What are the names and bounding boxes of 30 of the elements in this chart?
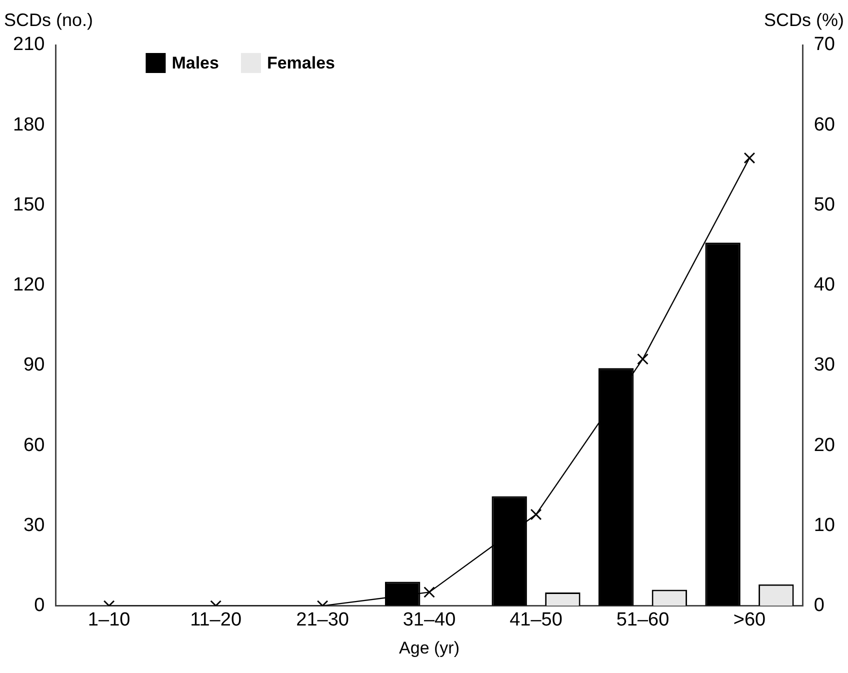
x-tick-label: 51–60 (616, 609, 670, 630)
y-tick-label: 60 (24, 434, 45, 456)
y2-tick-label: 10 (814, 514, 836, 536)
y-tick-label: 210 (13, 34, 45, 56)
x-tick-label: 41–50 (510, 609, 562, 630)
y-tick-label: 30 (24, 514, 45, 536)
x-tick-label: 21–30 (296, 609, 349, 630)
y2-tick-label: 40 (814, 274, 836, 296)
y2-tick-label: 50 (814, 194, 836, 216)
y-axis-title: SCDs (no.) (4, 10, 94, 30)
y2-tick-label: 30 (814, 354, 836, 376)
y-tick-label: 180 (13, 114, 45, 136)
x-tick-label: >60 (733, 609, 766, 630)
y-tick-label: 90 (24, 354, 45, 376)
x-tick-label: 11–20 (190, 609, 242, 630)
y2-tick-label: 60 (814, 114, 836, 136)
y-tick-label: 120 (13, 274, 45, 296)
y-tick-label: 150 (13, 194, 45, 216)
y2-tick-label: 0 (814, 595, 824, 616)
point (744, 152, 756, 164)
y2-axis-title: SCDs (%) (764, 10, 844, 30)
legend-label: Females (266, 54, 335, 73)
y2-tick-label: 70 (814, 34, 836, 56)
point (637, 353, 648, 365)
legend-label: Males (172, 54, 219, 73)
x-tick-label: 31–40 (402, 609, 456, 630)
y2-tick-label: 20 (814, 434, 836, 456)
x-tick-label: 1–10 (88, 609, 130, 630)
x-axis-title: Age (yr) (399, 638, 460, 658)
y-tick-label: 0 (34, 595, 45, 616)
